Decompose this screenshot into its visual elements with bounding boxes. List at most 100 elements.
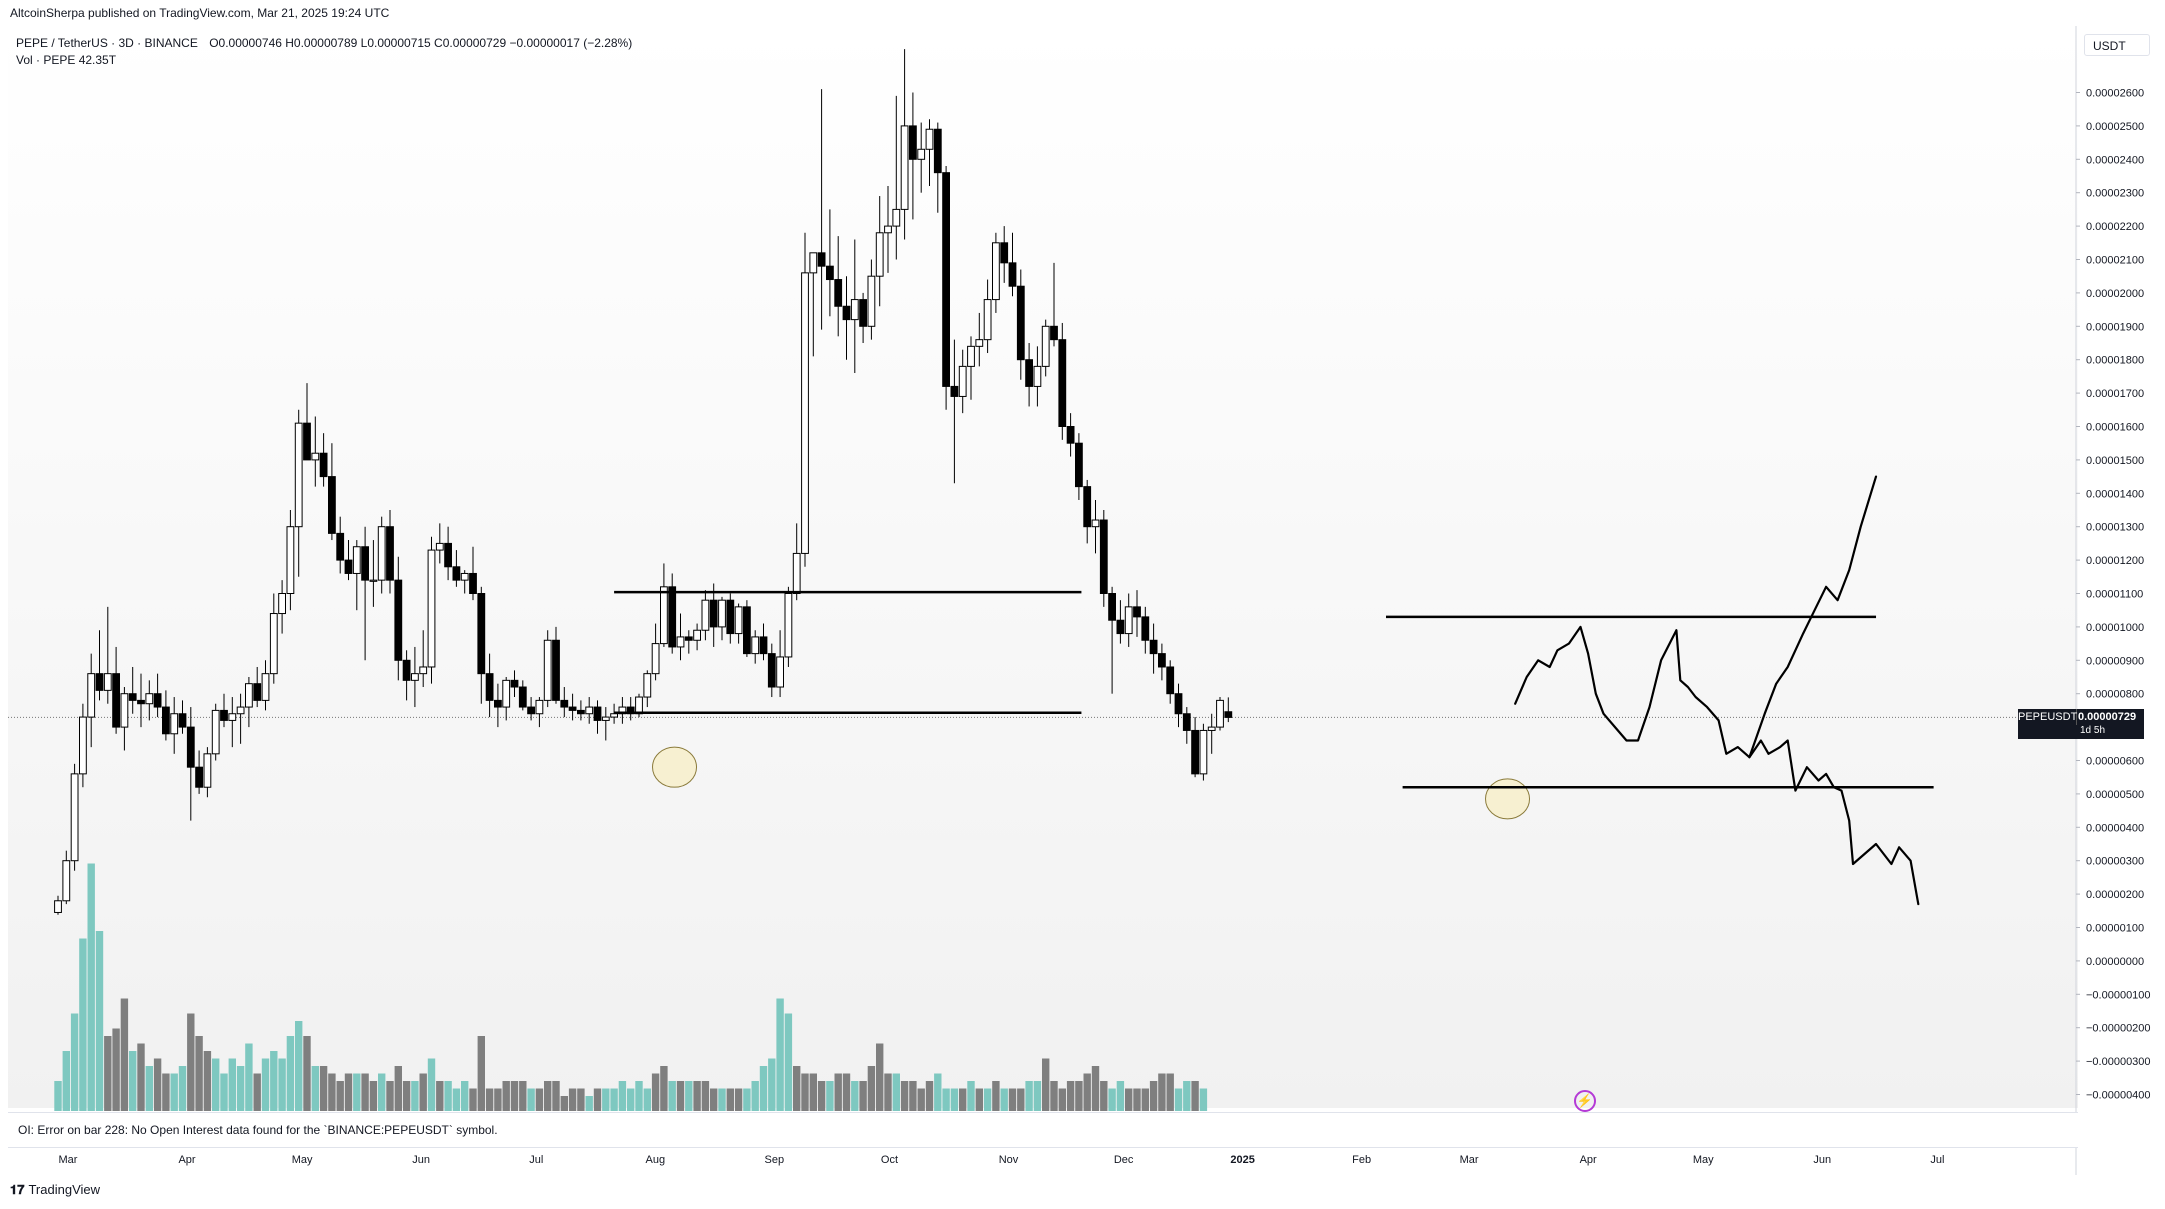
candle[interactable]	[1224, 697, 1233, 723]
candle[interactable]	[693, 623, 702, 651]
candle[interactable]	[1141, 606, 1150, 654]
tradingview-brand[interactable]: 𝟏𝟕 TradingView	[10, 1182, 100, 1198]
candle[interactable]	[369, 540, 378, 607]
candle[interactable]	[303, 383, 311, 461]
candle[interactable]	[867, 259, 876, 340]
candle[interactable]	[1207, 713, 1216, 754]
candle[interactable]	[87, 653, 96, 748]
candle[interactable]	[377, 516, 386, 594]
candle[interactable]	[485, 653, 494, 718]
candle[interactable]	[776, 630, 785, 698]
candle[interactable]	[568, 693, 577, 721]
candle[interactable]	[510, 670, 519, 698]
candle[interactable]	[245, 677, 253, 728]
candle[interactable]	[942, 165, 951, 410]
candle[interactable]	[983, 279, 992, 354]
candle[interactable]	[626, 697, 635, 721]
currency-selector-button[interactable]: USDT	[2084, 34, 2150, 56]
candle[interactable]	[444, 526, 453, 581]
candle[interactable]	[502, 677, 511, 721]
candle[interactable]	[543, 630, 552, 708]
candlesticks[interactable]	[54, 49, 1233, 915]
candle[interactable]	[1191, 717, 1199, 778]
price-axis[interactable]: 0.00002600 0.00002500 0.00002400 0.00002300…	[2076, 88, 2151, 1102]
flash-icon[interactable]: ⚡	[1574, 1090, 1596, 1112]
candle[interactable]	[394, 556, 403, 681]
candle[interactable]	[759, 623, 768, 661]
candle[interactable]	[460, 570, 469, 594]
candle[interactable]	[1116, 600, 1125, 644]
candle[interactable]	[1008, 232, 1017, 297]
candle[interactable]	[1075, 433, 1083, 500]
candle[interactable]	[1199, 723, 1208, 781]
circle-mar-low[interactable]	[1485, 778, 1531, 820]
candle[interactable]	[925, 119, 934, 187]
candle[interactable]	[909, 92, 917, 220]
candle[interactable]	[137, 673, 145, 728]
candle[interactable]	[319, 433, 328, 487]
candle[interactable]	[186, 707, 195, 821]
candle[interactable]	[361, 526, 370, 661]
candle[interactable]	[79, 703, 87, 788]
candle[interactable]	[684, 630, 693, 654]
candle[interactable]	[1149, 623, 1158, 674]
candle[interactable]	[1058, 322, 1067, 440]
candle[interactable]	[162, 690, 170, 741]
candle[interactable]	[1099, 510, 1108, 607]
candle[interactable]	[668, 573, 677, 654]
candle[interactable]	[128, 666, 137, 714]
candle[interactable]	[1050, 262, 1058, 347]
candle[interactable]	[411, 646, 419, 708]
candle[interactable]	[120, 687, 129, 751]
candle[interactable]	[1000, 226, 1009, 283]
candle[interactable]	[560, 687, 569, 718]
time-axis[interactable]: Mar Apr May Jun Jul Aug Sep Oct Nov Dec 2025 Feb Mar…	[59, 1154, 1945, 1166]
candle[interactable]	[170, 697, 179, 754]
candle[interactable]	[1016, 269, 1025, 380]
candle[interactable]	[577, 700, 585, 721]
candle[interactable]	[643, 670, 652, 708]
candle[interactable]	[1216, 697, 1224, 731]
candle[interactable]	[54, 895, 62, 915]
candle[interactable]	[967, 336, 975, 400]
candle[interactable]	[427, 536, 436, 684]
candle[interactable]	[95, 630, 104, 701]
candle[interactable]	[1166, 660, 1175, 704]
candle[interactable]	[850, 239, 859, 374]
candle[interactable]	[900, 49, 909, 240]
candle[interactable]	[660, 563, 668, 647]
candle[interactable]	[195, 750, 203, 794]
candle[interactable]	[62, 850, 71, 905]
candle[interactable]	[875, 196, 884, 307]
candle[interactable]	[228, 697, 237, 748]
candle[interactable]	[435, 523, 444, 564]
candle[interactable]	[518, 680, 527, 711]
candle[interactable]	[892, 95, 901, 260]
candle[interactable]	[801, 232, 809, 567]
candle[interactable]	[992, 232, 1000, 313]
candle[interactable]	[792, 523, 801, 601]
candle[interactable]	[1158, 643, 1166, 681]
candle[interactable]	[1033, 346, 1042, 407]
candle[interactable]	[676, 613, 685, 661]
candle[interactable]	[386, 510, 394, 594]
candle[interactable]	[477, 586, 486, 704]
candle[interactable]	[859, 292, 868, 343]
candle[interactable]	[112, 646, 120, 734]
candle[interactable]	[1025, 343, 1033, 407]
candle[interactable]	[1174, 683, 1183, 728]
candle[interactable]	[261, 660, 270, 711]
candle[interactable]	[718, 596, 726, 641]
candle[interactable]	[311, 416, 320, 487]
candle[interactable]	[535, 697, 544, 728]
candle[interactable]	[269, 593, 278, 684]
projection-bullish-path[interactable]	[1514, 475, 1878, 759]
candle[interactable]	[1133, 590, 1141, 637]
candle[interactable]	[958, 349, 967, 414]
candle[interactable]	[601, 707, 610, 741]
candle[interactable]	[585, 697, 594, 724]
candle[interactable]	[975, 312, 984, 367]
circle-aug-low[interactable]	[652, 746, 698, 788]
candle[interactable]	[593, 700, 602, 734]
